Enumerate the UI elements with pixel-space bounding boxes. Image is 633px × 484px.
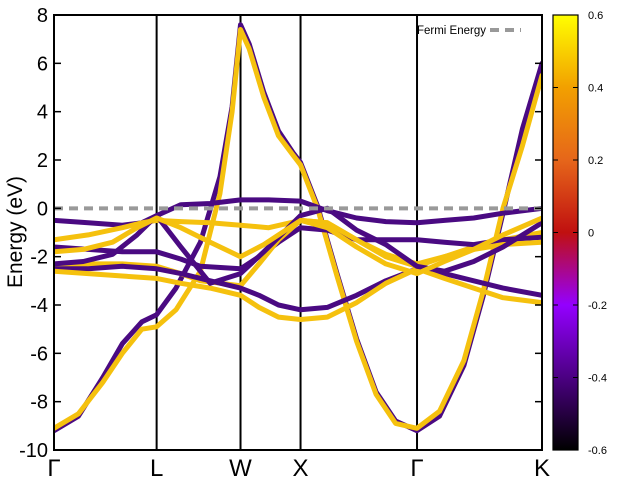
plot-frame [53, 14, 543, 451]
legend: Fermi Energy [417, 25, 521, 37]
y-tick-label: 0 [37, 198, 48, 220]
y-tick-label: 6 [37, 53, 48, 75]
band-line-8 [54, 266, 542, 322]
colorbar-ticks: -0.6 -0.4 -0.2 0 0.2 0.4 0.6 [553, 10, 607, 457]
k-path-lines [155, 15, 419, 450]
legend-fermi-label: Fermi Energy [417, 25, 486, 37]
x-tick-label: K [534, 455, 550, 482]
band-line-5 [54, 225, 542, 272]
y-axis-ticks: -10 -8 -6 -4 -2 0 2 4 6 8 [19, 5, 542, 462]
colorbar-tick-label: 0.6 [588, 10, 603, 22]
x-tick-label: Γ [47, 455, 60, 482]
band-line-10 [54, 215, 542, 277]
y-tick-label: -2 [30, 247, 48, 269]
band-lines [54, 22, 542, 434]
colorbar-tick-label: 0.2 [588, 155, 603, 167]
y-axis-label: Energy (eV) [4, 176, 27, 288]
y-tick-label: -10 [19, 440, 48, 462]
x-tick-label: W [229, 455, 252, 482]
x-tick-label: L [150, 455, 163, 482]
y-tick-label: 8 [37, 5, 48, 27]
x-tick-label: X [293, 455, 309, 482]
colorbar-tick-label: 0 [588, 228, 594, 240]
colorbar-tick-label: -0.6 [588, 445, 607, 457]
colorbar-tick-label: 0.4 [588, 83, 603, 95]
band-line-7 [54, 263, 542, 313]
y-tick-label: 2 [37, 150, 48, 172]
x-tick-label: Γ [410, 455, 423, 482]
y-tick-label: 4 [37, 102, 48, 124]
y-tick-label: -4 [30, 295, 48, 317]
y-tick-label: -8 [30, 392, 48, 414]
y-tick-label: -6 [30, 343, 48, 365]
band-line-2 [54, 27, 542, 431]
colorbar-tick-label: -0.4 [588, 373, 607, 385]
colorbar-tick-label: -0.2 [588, 300, 607, 312]
